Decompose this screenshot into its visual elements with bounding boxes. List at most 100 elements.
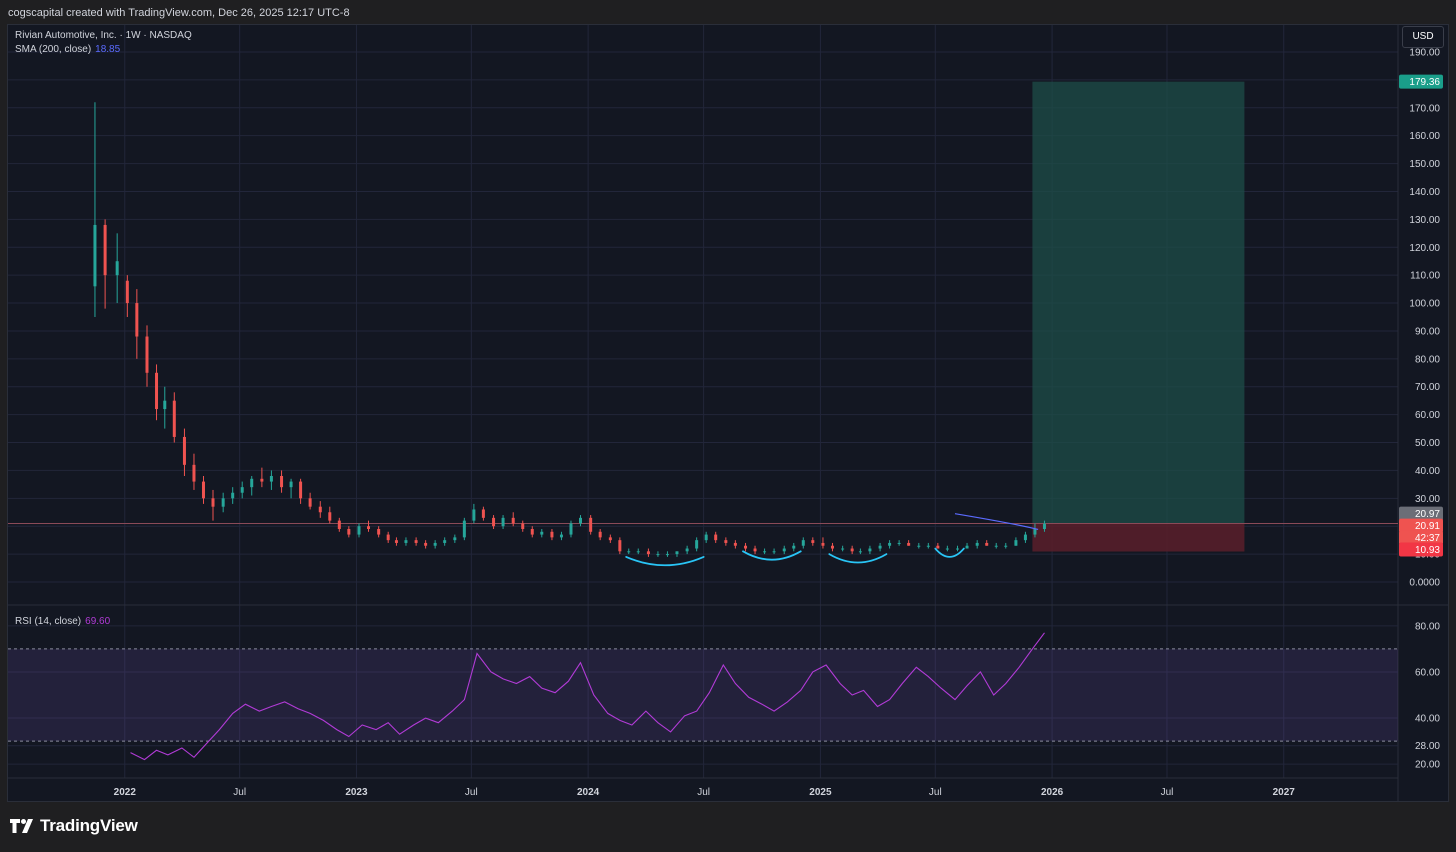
position-tool[interactable]: [8, 81, 1398, 552]
candle-body: [182, 436, 186, 465]
candle-body: [240, 487, 244, 493]
y-tick-label: 0.0000: [1409, 578, 1440, 589]
x-tick-label: Jul: [465, 787, 478, 798]
x-tick-label: 2025: [809, 787, 832, 798]
candle-body: [627, 551, 631, 553]
x-tick-label: Jul: [1161, 787, 1174, 798]
y-tick-label: 140.00: [1409, 187, 1440, 198]
candle-body: [433, 542, 437, 546]
tradingview-logo[interactable]: TradingView: [10, 816, 138, 836]
candle-body: [724, 540, 728, 543]
candle-body: [801, 540, 805, 546]
symbol-title: Rivian Automotive, Inc. · 1W · NASDAQ: [15, 30, 192, 41]
rounded-bottom-arc: [742, 550, 802, 561]
candle-body: [1042, 523, 1046, 529]
y-tick-label: 90.00: [1415, 326, 1440, 337]
candle-body: [830, 545, 834, 549]
candle-body: [201, 481, 205, 499]
candle-body: [888, 542, 892, 546]
candle-body: [337, 520, 341, 529]
price-badge-label: 20.97: [1415, 509, 1440, 520]
candle-body: [540, 531, 544, 535]
candle-body: [115, 261, 119, 276]
candle-body: [386, 534, 390, 541]
y-tick-label: 50.00: [1415, 438, 1440, 449]
x-tick-label: Jul: [233, 787, 246, 798]
candle-body: [125, 280, 129, 304]
x-tick-label: 2027: [1273, 787, 1296, 798]
candle-body: [308, 498, 312, 507]
candle-body: [675, 551, 679, 555]
candle-body: [685, 548, 689, 552]
candle-body: [841, 548, 845, 550]
price-badge: [1399, 518, 1443, 533]
candle-body: [897, 542, 901, 544]
candle-body: [394, 540, 398, 543]
attribution-text: cogscapital created with TradingView.com…: [8, 7, 350, 19]
candle-body: [907, 542, 911, 546]
candle-body: [318, 506, 322, 513]
x-tick-label: 2026: [1041, 787, 1064, 798]
y-tick-label: 70.00: [1415, 382, 1440, 393]
currency-button[interactable]: USD: [1402, 26, 1444, 48]
candle-body: [462, 520, 466, 538]
candle-body: [404, 540, 408, 543]
rounded-bottom-arc: [828, 553, 888, 564]
sma-legend: SMA (200, close) 18.85: [15, 44, 120, 55]
y-tick-label: 80.00: [1415, 354, 1440, 365]
brand-name: TradingView: [40, 816, 138, 835]
candle-body: [511, 517, 515, 524]
price-badge: [1399, 506, 1443, 521]
rsi-pane: [8, 632, 1398, 761]
candle-body: [424, 542, 428, 546]
candle-body: [414, 540, 418, 543]
candle-body: [367, 526, 371, 529]
candle-body: [155, 372, 159, 410]
candle-body: [714, 534, 718, 541]
price-badge: [1399, 530, 1443, 545]
candle-body: [744, 545, 748, 549]
price-badge-label: 10.93: [1415, 545, 1440, 556]
candle-body: [695, 540, 699, 549]
rounded-bottom-arc: [934, 547, 965, 558]
candle-body: [868, 548, 872, 552]
candle-body: [994, 545, 998, 547]
candle-body: [1014, 540, 1018, 546]
candle-body: [945, 548, 949, 550]
candle-body: [926, 545, 930, 547]
price-badge: [1399, 542, 1443, 557]
candle-body: [917, 545, 921, 547]
candle-body: [501, 517, 505, 527]
price-badge-label: 42:37: [1415, 533, 1440, 544]
candle-body: [347, 529, 351, 535]
rsi-y-tick-label: 20.00: [1415, 760, 1440, 771]
candle-body: [260, 478, 264, 482]
pattern-annotations: [625, 547, 965, 567]
candle-body: [250, 478, 254, 488]
candle-body: [93, 224, 97, 287]
y-tick-label: 150.00: [1409, 159, 1440, 170]
candle-body: [1023, 534, 1027, 541]
price-badge: [1399, 74, 1443, 89]
rsi-y-tick-label: 60.00: [1415, 667, 1440, 678]
y-tick-label: 130.00: [1409, 215, 1440, 226]
candle-body: [357, 526, 361, 535]
candle-body: [521, 523, 525, 529]
rsi-line: [130, 632, 1045, 761]
candle-body: [530, 529, 534, 535]
y-tick-label: 40.00: [1415, 466, 1440, 477]
candle-body: [646, 551, 650, 555]
footer: [0, 802, 1456, 852]
candle-body: [289, 481, 293, 488]
x-tick-label: Jul: [697, 787, 710, 798]
candle-body: [221, 498, 225, 507]
price-badge-label: 179.36: [1409, 77, 1440, 88]
price-badge-label: 20.91: [1415, 521, 1440, 532]
candle-body: [172, 400, 176, 437]
candle-body: [811, 540, 815, 543]
candle-body: [231, 492, 235, 499]
candle-body: [850, 548, 854, 552]
candle-body: [636, 551, 640, 553]
